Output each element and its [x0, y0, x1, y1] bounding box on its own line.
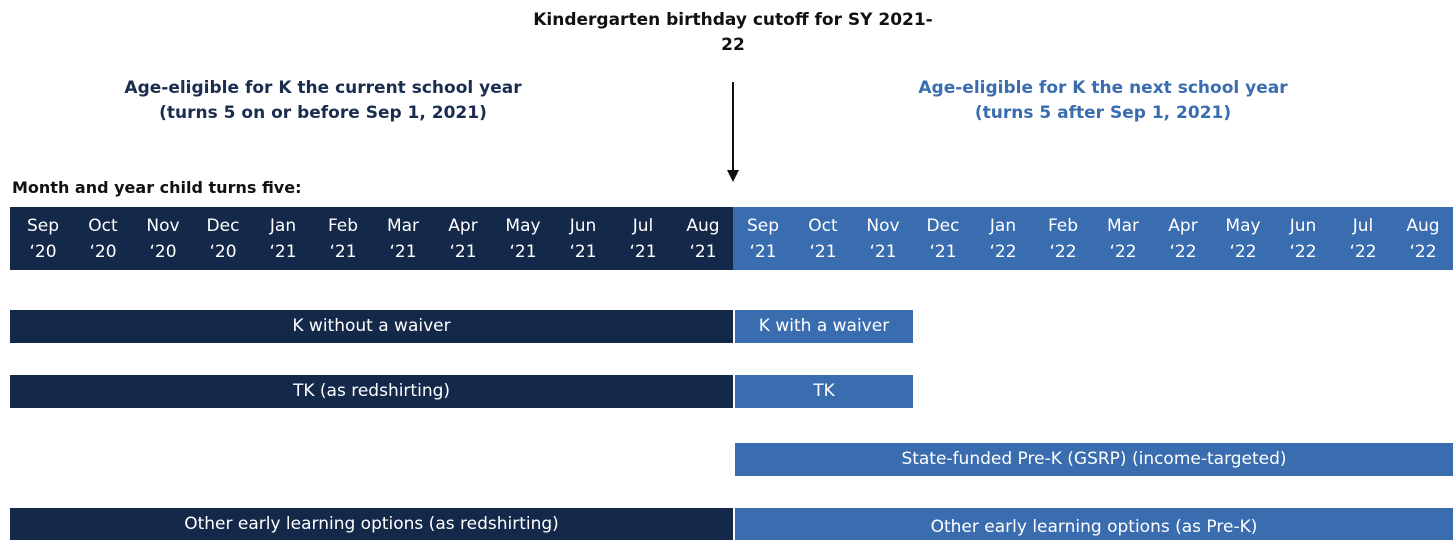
month-name: Oct [808, 216, 838, 236]
month-name: Jan [269, 216, 297, 236]
month-cell: Apr ‘22 [1153, 207, 1213, 270]
month-year: ‘20 [89, 242, 117, 262]
month-year: ‘21 [869, 242, 897, 262]
option-bar: State-funded Pre-K (GSRP) (income-target… [735, 443, 1453, 476]
month-cell: Mar ‘22 [1093, 207, 1153, 270]
month-cell: Dec ‘21 [913, 207, 973, 270]
timeline-label: Month and year child turns five: [12, 178, 302, 197]
month-year: ‘22 [1409, 242, 1437, 262]
month-name: May [1225, 216, 1261, 236]
month-name: Feb [1047, 216, 1079, 236]
month-name: Feb [327, 216, 359, 236]
month-cell: Feb ‘22 [1033, 207, 1093, 270]
month-cell: May ‘22 [1213, 207, 1273, 270]
month-cell: Nov ‘21 [853, 207, 913, 270]
month-name: Jul [632, 216, 654, 236]
month-year: ‘21 [269, 242, 297, 262]
month-name: Sep [26, 216, 60, 236]
month-cell: Nov ‘20 [133, 207, 193, 270]
month-year: ‘21 [389, 242, 417, 262]
month-name: Aug [686, 216, 720, 236]
month-year: ‘21 [569, 242, 597, 262]
option-bar: Other early learning options (as redshir… [10, 508, 733, 540]
month-year: ‘22 [1169, 242, 1197, 262]
month-name: Dec [206, 216, 240, 236]
month-cell: Jan ‘22 [973, 207, 1033, 270]
month-cell: Jul ‘22 [1333, 207, 1393, 270]
month-name: Nov [866, 216, 900, 236]
cutoff-arrow [727, 82, 739, 182]
month-cell: Sep ‘21 [733, 207, 793, 270]
month-cell: Aug ‘22 [1393, 207, 1453, 270]
option-bar: TK [735, 375, 913, 408]
month-year: ‘22 [989, 242, 1017, 262]
month-name: Apr [448, 216, 478, 236]
month-year: ‘20 [209, 242, 237, 262]
right-heading: Age-eligible for K the next school year … [793, 76, 1413, 126]
month-cell: Jun ‘22 [1273, 207, 1333, 270]
heading-line: (turns 5 after Sep 1, 2021) [974, 103, 1232, 123]
month-year: ‘22 [1289, 242, 1317, 262]
month-name: Jun [569, 216, 597, 236]
month-name: Sep [746, 216, 780, 236]
month-year: ‘21 [809, 242, 837, 262]
month-year: ‘21 [929, 242, 957, 262]
month-name: Jul [1352, 216, 1374, 236]
month-cell: Jun ‘21 [553, 207, 613, 270]
heading-line: Age-eligible for K the current school ye… [124, 78, 522, 98]
month-name: Jun [1289, 216, 1317, 236]
month-year: ‘20 [29, 242, 57, 262]
option-bar: K without a waiver [10, 310, 733, 343]
heading-line: Age-eligible for K the next school year [918, 78, 1288, 98]
month-name: Oct [88, 216, 118, 236]
month-year: ‘22 [1349, 242, 1377, 262]
month-cell: Aug ‘21 [673, 207, 733, 270]
heading-line: (turns 5 on or before Sep 1, 2021) [159, 103, 487, 123]
month-year: ‘20 [149, 242, 177, 262]
left-heading: Age-eligible for K the current school ye… [13, 76, 633, 126]
cutoff-title: Kindergarten birthday cutoff for SY 2021… [533, 10, 933, 55]
option-bar: Other early learning options (as Pre-K) [735, 508, 1453, 540]
month-name: Aug [1406, 216, 1440, 236]
month-cell: Jan ‘21 [253, 207, 313, 270]
month-year: ‘21 [689, 242, 717, 262]
month-cell: Sep ‘20 [13, 207, 73, 270]
option-bar: K with a waiver [735, 310, 913, 343]
month-cell: Apr ‘21 [433, 207, 493, 270]
month-cell: Dec ‘20 [193, 207, 253, 270]
month-year: ‘21 [629, 242, 657, 262]
month-name: May [505, 216, 541, 236]
month-cell: Mar ‘21 [373, 207, 433, 270]
month-name: Dec [926, 216, 960, 236]
month-name: Jan [989, 216, 1017, 236]
month-cell: Feb ‘21 [313, 207, 373, 270]
month-year: ‘22 [1109, 242, 1137, 262]
month-cell: May ‘21 [493, 207, 553, 270]
month-year: ‘21 [509, 242, 537, 262]
month-year: ‘22 [1049, 242, 1077, 262]
month-cell: Oct ‘20 [73, 207, 133, 270]
month-year: ‘21 [749, 242, 777, 262]
month-year: ‘21 [329, 242, 357, 262]
month-name: Mar [1106, 216, 1140, 236]
timeline-band [733, 207, 1453, 270]
month-name: Mar [386, 216, 420, 236]
month-year: ‘21 [449, 242, 477, 262]
option-bar: TK (as redshirting) [10, 375, 733, 408]
timeline-band [10, 207, 733, 270]
month-name: Apr [1168, 216, 1198, 236]
month-cell: Jul ‘21 [613, 207, 673, 270]
month-year: ‘22 [1229, 242, 1257, 262]
month-cell: Oct ‘21 [793, 207, 853, 270]
month-name: Nov [146, 216, 180, 236]
